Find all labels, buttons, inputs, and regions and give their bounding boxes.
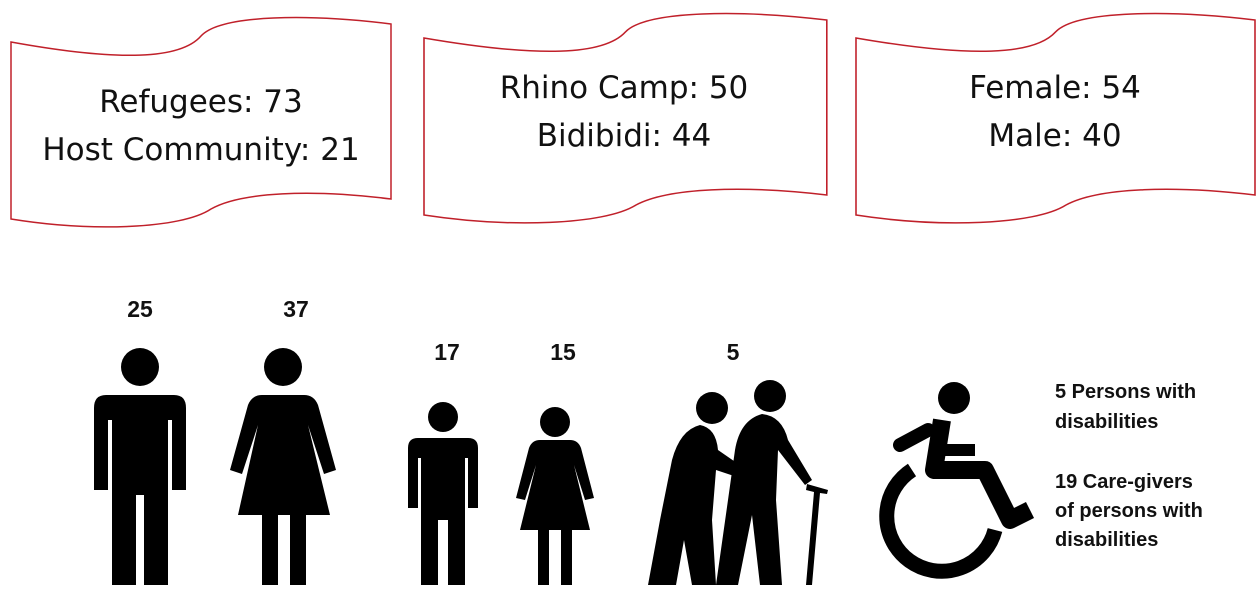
banner-line: Refugees: 73 bbox=[99, 84, 303, 120]
figure-label: 17 bbox=[434, 339, 460, 365]
boy-icon bbox=[408, 402, 478, 585]
banner-line: Host Community: 21 bbox=[42, 132, 359, 168]
figure-label: 15 bbox=[550, 339, 576, 365]
wheelchair-icon bbox=[879, 382, 1035, 579]
banner-line: Rhino Camp: 50 bbox=[500, 70, 749, 106]
figure-label: 37 bbox=[283, 296, 309, 322]
woman-icon bbox=[230, 348, 336, 585]
note-line: 19 Care-givers bbox=[1055, 471, 1193, 493]
elderly-icon bbox=[648, 380, 828, 585]
banner-line: Bidibidi: 44 bbox=[537, 118, 712, 154]
girl-icon bbox=[516, 407, 594, 585]
note-line: 5 Persons with bbox=[1055, 381, 1196, 403]
note-line: of persons with bbox=[1055, 500, 1203, 522]
note-line: disabilities bbox=[1055, 411, 1158, 433]
banner-line: Female: 54 bbox=[969, 70, 1141, 106]
banner-line: Male: 40 bbox=[988, 118, 1121, 154]
note-line: disabilities bbox=[1055, 529, 1158, 551]
banner-shape bbox=[10, 16, 392, 228]
banner: Refugees: 73 Host Community: 21 bbox=[10, 16, 392, 228]
figure-label: 5 bbox=[727, 339, 740, 365]
figure-label: 25 bbox=[127, 296, 153, 322]
man-icon bbox=[94, 348, 186, 585]
